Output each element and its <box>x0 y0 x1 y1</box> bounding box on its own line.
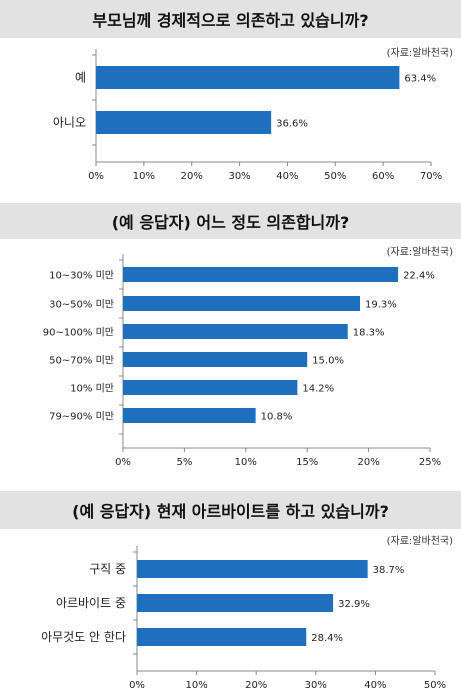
bar <box>137 628 307 646</box>
x-tick-label: 0% <box>129 680 145 691</box>
x-tick-label: 50% <box>424 680 446 691</box>
value-label: 32.9% <box>338 599 370 610</box>
value-label: 22.4% <box>403 271 435 282</box>
bar <box>123 267 399 282</box>
x-tick-label: 20% <box>357 457 379 468</box>
bar <box>96 111 272 134</box>
x-tick-label: 0% <box>88 171 104 182</box>
value-label: 18.3% <box>353 328 385 339</box>
category-label: 아르바이트 중 <box>56 596 126 610</box>
value-label: 14.2% <box>302 384 334 395</box>
x-tick-label: 70% <box>420 171 442 182</box>
chart-title: (예 응답자) 어느 정도 의존합니까? <box>0 203 461 239</box>
source-note: (자료:알바천국) <box>386 536 453 547</box>
category-label: 구직 중 <box>89 562 126 576</box>
bar <box>123 296 361 311</box>
x-tick-label: 0% <box>115 457 131 468</box>
value-label: 36.6% <box>276 119 308 130</box>
x-tick-label: 20% <box>245 680 267 691</box>
x-tick-label: 25% <box>419 457 441 468</box>
value-label: 10.8% <box>261 412 293 423</box>
x-tick-label: 10% <box>235 457 257 468</box>
value-label: 19.3% <box>365 300 397 311</box>
category-label: 90~100% 미만 <box>43 327 114 339</box>
category-label: 아니오 <box>53 116 86 130</box>
value-label: 63.4% <box>404 74 436 85</box>
bar-chart-degree: 0% 5% 10% 15% 20% 25% 10~30% 미만 22.4% 30~50% 미만 1… <box>43 254 441 468</box>
category-label: 10% 미만 <box>70 383 114 395</box>
category-label: 10~30% 미만 <box>49 270 114 282</box>
bar <box>123 352 308 367</box>
x-tick-label: 5% <box>176 457 192 468</box>
bar <box>137 560 368 578</box>
source-note: (자료:알바천국) <box>386 247 453 258</box>
x-tick-label: 20% <box>181 171 203 182</box>
x-tick-label: 50% <box>324 171 346 182</box>
value-label: 28.4% <box>311 633 343 644</box>
bar <box>123 324 348 339</box>
x-tick-label: 15% <box>296 457 318 468</box>
bar <box>123 380 298 395</box>
category-label: 아무것도 안 한다 <box>41 630 126 644</box>
category-label: 30~50% 미만 <box>49 299 114 311</box>
chart-title: 부모님께 경제적으로 의존하고 있습니까? <box>0 0 461 38</box>
x-tick-label: 10% <box>133 171 155 182</box>
category-label: 50~70% 미만 <box>49 355 114 367</box>
bar <box>137 594 334 612</box>
category-label: 79~90% 미만 <box>49 411 114 423</box>
x-tick-label: 40% <box>276 171 298 182</box>
x-tick-label: 60% <box>372 171 394 182</box>
x-tick-label: 10% <box>185 680 207 691</box>
chart-title: (예 응답자) 현재 아르바이트를 하고 있습니까? <box>0 491 461 529</box>
bar <box>96 66 400 89</box>
bar <box>123 408 256 423</box>
bar-chart-dependence: 0% 10% 20% 30% 40% 50% 60% 70% 예 63.4% 아니오 36.6% <box>53 49 442 182</box>
value-label: 38.7% <box>373 565 405 576</box>
source-note: (자료:알바천국) <box>386 48 453 59</box>
x-tick-label: 30% <box>305 680 327 691</box>
value-label: 15.0% <box>312 356 344 367</box>
x-tick-label: 40% <box>364 680 386 691</box>
x-tick-label: 30% <box>228 171 250 182</box>
category-label: 예 <box>75 71 86 85</box>
